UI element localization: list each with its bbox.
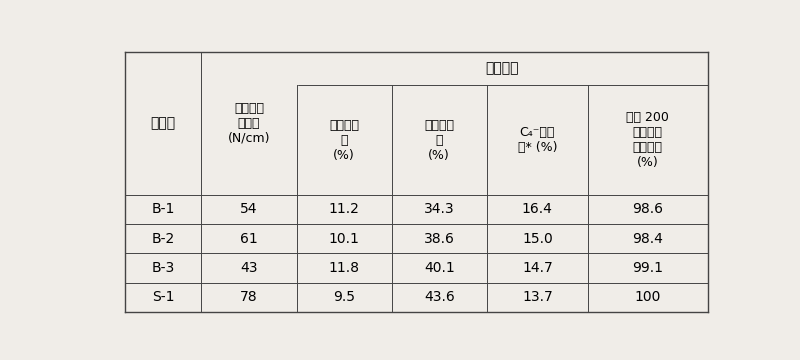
Text: 乙烯选择
性
(%): 乙烯选择 性 (%): [329, 118, 359, 162]
Text: 11.8: 11.8: [329, 261, 360, 275]
Text: 14.7: 14.7: [522, 261, 553, 275]
Text: 78: 78: [240, 291, 258, 305]
Text: 16.4: 16.4: [522, 202, 553, 216]
Text: 43.6: 43.6: [424, 291, 454, 305]
Text: 40.1: 40.1: [424, 261, 454, 275]
Text: 15.0: 15.0: [522, 232, 553, 246]
Text: 反应 200
小时时甲
醇转化率
(%): 反应 200 小时时甲 醇转化率 (%): [626, 111, 670, 169]
Text: 38.6: 38.6: [424, 232, 454, 246]
Text: 61: 61: [240, 232, 258, 246]
Text: 13.7: 13.7: [522, 291, 553, 305]
Text: 98.4: 98.4: [632, 232, 663, 246]
Text: B-1: B-1: [151, 202, 175, 216]
Text: 98.6: 98.6: [632, 202, 663, 216]
Text: S-1: S-1: [152, 291, 174, 305]
Text: 11.2: 11.2: [329, 202, 359, 216]
Text: C₄⁻选择
性* (%): C₄⁻选择 性* (%): [518, 126, 557, 154]
Text: 54: 54: [240, 202, 258, 216]
Text: B-3: B-3: [151, 261, 174, 275]
Text: 43: 43: [240, 261, 258, 275]
Text: 丙烯选择
性
(%): 丙烯选择 性 (%): [424, 118, 454, 162]
Text: 10.1: 10.1: [329, 232, 359, 246]
Text: 催化性能: 催化性能: [486, 62, 519, 76]
Text: 100: 100: [634, 291, 661, 305]
Text: B-2: B-2: [151, 232, 174, 246]
Text: 99.1: 99.1: [632, 261, 663, 275]
Text: 催化剂: 催化剂: [150, 116, 176, 130]
Text: 径向抗压
碎强度
(N/cm): 径向抗压 碎强度 (N/cm): [228, 102, 270, 145]
Text: 34.3: 34.3: [424, 202, 454, 216]
Text: 9.5: 9.5: [333, 291, 355, 305]
